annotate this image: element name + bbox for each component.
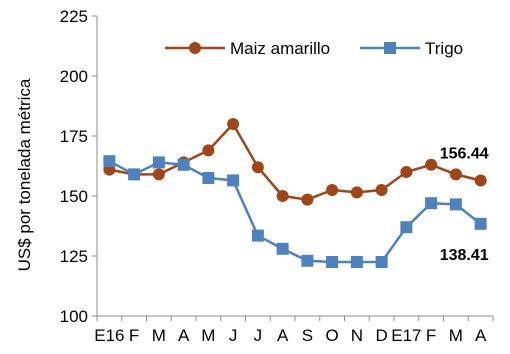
y-tick-label: 200 — [60, 67, 88, 86]
data-label: 156.44 — [440, 146, 489, 163]
legend-label: Trigo — [425, 39, 463, 58]
data-point — [449, 168, 462, 181]
series-1 — [103, 155, 487, 268]
x-tick-label: D — [375, 326, 387, 345]
x-tick-label: E16 — [94, 326, 124, 345]
data-point — [152, 168, 165, 181]
data-point — [152, 156, 165, 169]
data-point — [474, 217, 487, 230]
x-tick-label: A — [277, 326, 289, 345]
x-tick-label: J — [254, 326, 263, 345]
y-tick-label: 150 — [60, 187, 88, 206]
x-tick-label: M — [449, 326, 463, 345]
x-tick-label: A — [178, 326, 190, 345]
x-tick-label: A — [475, 326, 487, 345]
legend-item: Trigo — [360, 39, 463, 58]
data-point — [400, 221, 413, 234]
data-point — [301, 193, 314, 206]
x-tick-label: N — [351, 326, 363, 345]
series-line — [108, 160, 482, 264]
data-point — [103, 155, 116, 168]
data-point — [449, 198, 462, 211]
data-point — [350, 256, 363, 268]
x-tick-label: F — [426, 326, 436, 345]
data-point — [301, 254, 314, 267]
x-tick-label: M — [201, 326, 215, 345]
y-tick-label: 175 — [60, 127, 88, 146]
data-point — [326, 184, 339, 196]
data-point — [227, 174, 240, 187]
data-point — [350, 186, 363, 199]
x-tick-label: J — [229, 326, 238, 345]
data-point — [375, 256, 388, 268]
legend: Maiz amarillo Trigo — [165, 39, 463, 58]
data-point — [251, 229, 264, 242]
data-labels: 156.44 138.41 — [440, 146, 489, 264]
data-point — [400, 166, 413, 178]
data-point — [251, 161, 264, 174]
data-point — [128, 168, 141, 181]
y-tick-label: 125 — [60, 247, 88, 266]
data-point — [276, 242, 289, 255]
series-layer — [103, 118, 487, 268]
data-point — [375, 184, 388, 196]
data-point — [474, 174, 487, 187]
legend-marker — [384, 42, 396, 54]
x-tick-label: M — [152, 326, 166, 345]
x-tick-label: E17 — [391, 326, 421, 345]
y-tick-label: 225 — [60, 7, 88, 26]
data-point — [202, 172, 215, 184]
y-tick-label: 100 — [60, 307, 88, 326]
data-point — [425, 158, 438, 171]
x-tick-label: O — [326, 326, 339, 345]
data-point — [276, 190, 289, 202]
data-point — [177, 158, 190, 171]
legend-marker — [189, 42, 201, 54]
data-point — [202, 144, 215, 157]
x-tick-label: F — [129, 326, 139, 345]
legend-item: Maiz amarillo — [165, 39, 330, 58]
series-line — [109, 122, 481, 201]
data-label: 138.41 — [440, 247, 489, 264]
data-point — [227, 118, 240, 130]
data-point — [425, 197, 438, 210]
y-axis-title: US$ por tonelada métrica — [15, 78, 34, 271]
x-tick-label: S — [302, 326, 313, 345]
data-point — [326, 256, 339, 268]
legend-label: Maiz amarillo — [230, 39, 330, 58]
